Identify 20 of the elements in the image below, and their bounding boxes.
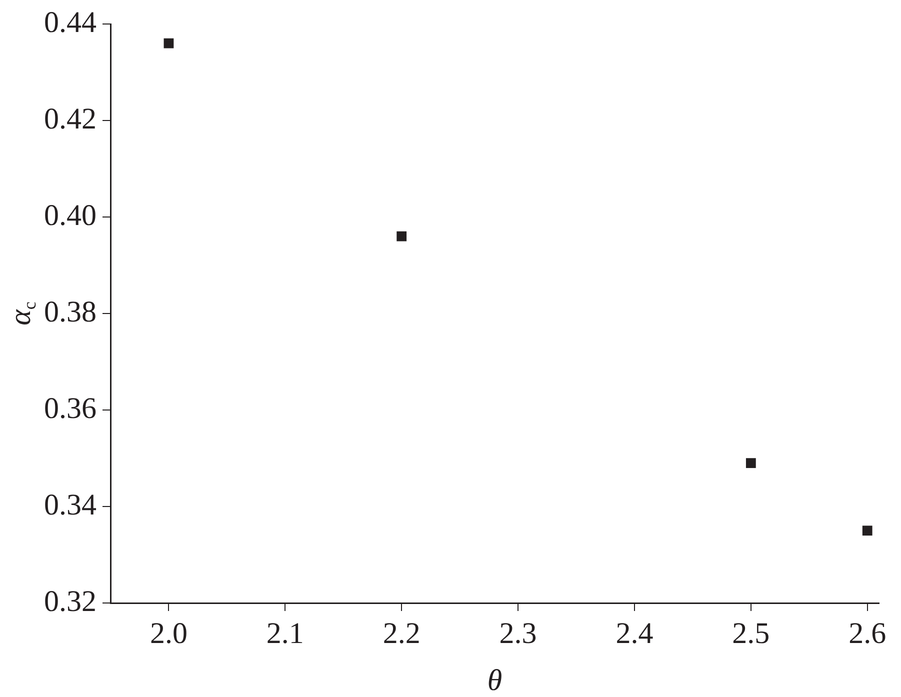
y-tick-label: 0.34 <box>44 488 96 522</box>
point <box>164 38 174 48</box>
x-tick-label: 2.3 <box>499 616 537 650</box>
x-tick-label: 2.4 <box>616 616 654 650</box>
y-axis-title: αc <box>4 302 40 326</box>
point <box>396 231 407 242</box>
y-tick-label: 0.36 <box>44 392 96 425</box>
y-tick-label: 0.42 <box>44 102 96 136</box>
point <box>862 526 872 536</box>
y-tick-label: 0.38 <box>44 295 96 328</box>
x-tick-label: 2.2 <box>382 616 420 650</box>
x-axis-title: θ <box>487 664 502 697</box>
y-tick-label: 0.40 <box>44 198 96 232</box>
x-tick-label: 2.6 <box>848 616 886 650</box>
x-tick-label: 2.0 <box>150 616 188 650</box>
y-tick-label: 0.44 <box>44 6 96 39</box>
point <box>746 458 756 468</box>
x-tick-label: 2.5 <box>732 616 770 650</box>
x-tick-label: 2.1 <box>266 616 304 650</box>
y-tick-label: 0.32 <box>44 584 96 618</box>
